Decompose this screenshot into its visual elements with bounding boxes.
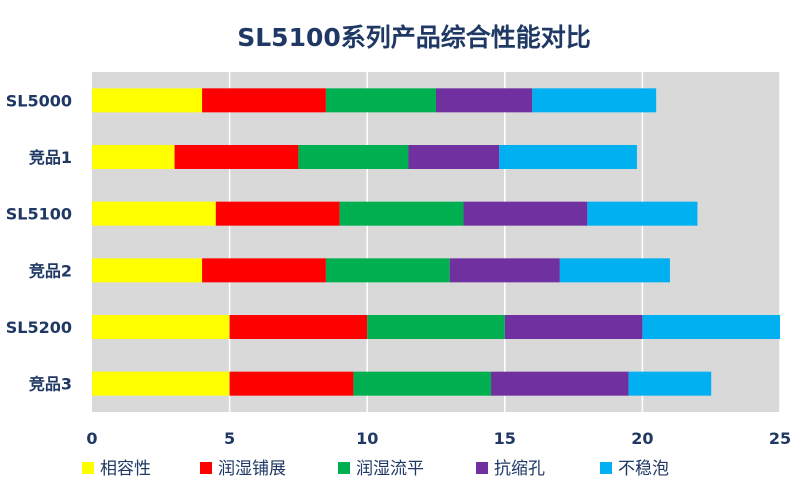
category-label-3: 竞品2 [29, 261, 72, 280]
bar-3-4 [559, 258, 670, 283]
bar-3-2 [325, 258, 450, 283]
bar-2-3 [463, 201, 588, 226]
legend: 相容性 润湿铺展 润湿流平 抗缩孔 不稳泡 [82, 459, 669, 479]
category-label-5: 竞品3 [29, 375, 72, 394]
plot-background [92, 72, 780, 412]
bar-1-2 [298, 145, 409, 169]
bar-1-1 [174, 145, 299, 169]
bar-5-0 [92, 371, 230, 396]
bar-2-2 [339, 201, 464, 226]
bar-5-4 [628, 371, 712, 396]
x-tick-label-0: 0 [86, 429, 97, 448]
legend-label-0: 相容性 [100, 459, 151, 479]
legend-label-1: 润湿铺展 [218, 459, 286, 479]
legend-swatch-0 [82, 462, 94, 474]
bar-4-4 [642, 315, 780, 339]
bar-5-1 [229, 371, 354, 396]
x-tick-label-15: 15 [494, 429, 516, 448]
bar-0-0 [92, 88, 203, 113]
bar-1-0 [92, 145, 175, 169]
legend-swatch-4 [600, 462, 612, 474]
bar-4-2 [367, 315, 505, 339]
bar-0-1 [202, 88, 326, 113]
bar-3-1 [202, 258, 326, 283]
bar-0-2 [325, 88, 436, 113]
bar-4-3 [504, 315, 643, 339]
legend-label-4: 不稳泡 [618, 459, 669, 479]
x-tick-labels: 0 5 10 15 20 25 [86, 429, 791, 448]
category-label-4: SL5200 [6, 318, 72, 337]
legend-swatch-1 [200, 462, 212, 474]
bar-2-4 [587, 201, 698, 226]
bar-3-3 [449, 258, 560, 283]
bar-0-3 [436, 88, 533, 113]
bar-1-4 [499, 145, 637, 169]
x-tick-label-25: 25 [769, 429, 791, 448]
chart-title: SL5100系列产品综合性能对比 [237, 23, 591, 52]
bar-2-0 [92, 201, 216, 226]
x-tick-label-5: 5 [224, 429, 235, 448]
bar-5-2 [353, 371, 492, 396]
x-tick-label-10: 10 [356, 429, 378, 448]
x-tick-label-20: 20 [631, 429, 653, 448]
bar-5-3 [491, 371, 629, 396]
bar-1-3 [408, 145, 500, 169]
category-labels: SL5000 竞品1 SL5100 竞品2 SL5200 竞品3 [6, 91, 72, 393]
legend-swatch-2 [338, 462, 350, 474]
gridlines [228, 72, 781, 412]
bar-4-1 [229, 315, 368, 339]
legend-label-2: 润湿流平 [356, 459, 424, 479]
bar-2-1 [215, 201, 340, 226]
bar-0-4 [532, 88, 657, 113]
category-label-1: 竞品1 [29, 148, 72, 167]
bar-4-0 [92, 315, 230, 339]
legend-swatch-3 [476, 462, 488, 474]
legend-label-3: 抗缩孔 [494, 459, 545, 479]
bars [92, 88, 780, 396]
bar-3-0 [92, 258, 203, 283]
category-label-0: SL5000 [6, 91, 72, 110]
category-label-2: SL5100 [6, 205, 72, 224]
